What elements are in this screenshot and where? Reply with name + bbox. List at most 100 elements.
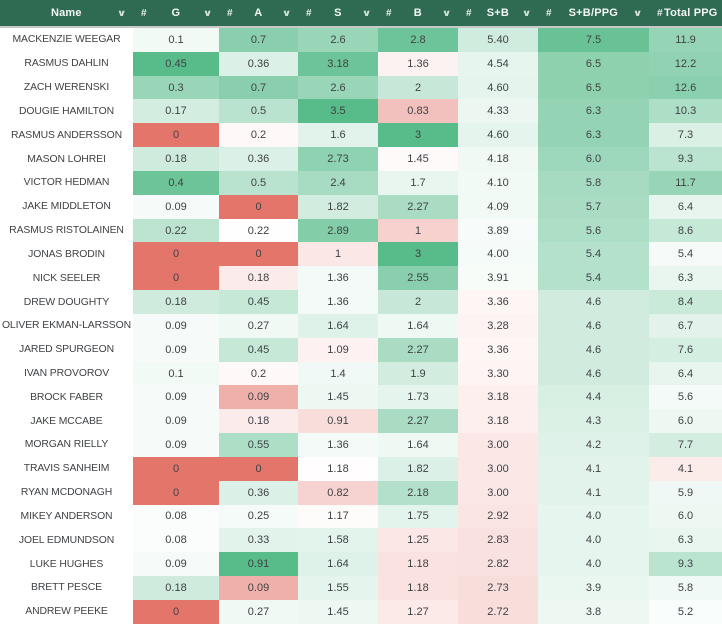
cell-a[interactable]: 0.5 <box>219 99 298 124</box>
player-name[interactable]: MASON LOHREI <box>0 147 133 171</box>
player-name[interactable]: TRAVIS SANHEIM <box>0 456 133 481</box>
cell-s[interactable]: 1.55 <box>298 576 378 600</box>
player-name[interactable]: LUKE HUGHES <box>0 552 133 577</box>
cell-sbppg[interactable]: 5.7 <box>538 194 649 219</box>
column-header-s[interactable]: # S ∨ <box>298 0 378 26</box>
cell-a[interactable]: 0.2 <box>219 361 298 386</box>
cell-a[interactable]: 0.45 <box>219 290 298 314</box>
cell-g[interactable]: 0.4 <box>133 170 219 195</box>
cell-g[interactable]: 0 <box>133 242 219 267</box>
cell-a[interactable]: 0.27 <box>219 313 298 338</box>
cell-s[interactable]: 1.36 <box>298 266 378 291</box>
cell-tppg[interactable]: 6.4 <box>649 194 722 219</box>
cell-sbppg[interactable]: 4.6 <box>538 290 649 314</box>
cell-g[interactable]: 0.45 <box>133 51 219 76</box>
cell-b[interactable]: 1.18 <box>378 576 458 600</box>
cell-a[interactable]: 0.7 <box>219 28 298 52</box>
player-name[interactable]: JOEL EDMUNDSON <box>0 528 133 553</box>
cell-sb[interactable]: 2.83 <box>458 528 538 553</box>
cell-b[interactable]: 2.27 <box>378 194 458 219</box>
cell-g[interactable]: 0.18 <box>133 290 219 314</box>
cell-sbppg[interactable]: 5.4 <box>538 266 649 291</box>
cell-b[interactable]: 1.64 <box>378 433 458 457</box>
cell-b[interactable]: 0.83 <box>378 99 458 124</box>
cell-g[interactable]: 0.3 <box>133 75 219 100</box>
cell-sb[interactable]: 3.91 <box>458 266 538 291</box>
player-name[interactable]: MORGAN RIELLY <box>0 433 133 457</box>
cell-b[interactable]: 1.73 <box>378 385 458 410</box>
cell-tppg[interactable]: 8.4 <box>649 290 722 314</box>
cell-a[interactable]: 0.55 <box>219 433 298 457</box>
cell-b[interactable]: 3 <box>378 123 458 148</box>
cell-a[interactable]: 0.2 <box>219 123 298 148</box>
cell-a[interactable]: 0.36 <box>219 480 298 505</box>
cell-a[interactable]: 0.09 <box>219 385 298 410</box>
cell-s[interactable]: 1.36 <box>298 433 378 457</box>
player-name[interactable]: NICK SEELER <box>0 266 133 291</box>
cell-s[interactable]: 1.64 <box>298 313 378 338</box>
cell-sbppg[interactable]: 4.6 <box>538 361 649 386</box>
cell-tppg[interactable]: 6.3 <box>649 266 722 291</box>
cell-sb[interactable]: 2.72 <box>458 599 538 624</box>
cell-b[interactable]: 1.25 <box>378 528 458 553</box>
cell-a[interactable]: 0 <box>219 456 298 481</box>
player-name[interactable]: RASMUS ANDERSSON <box>0 123 133 148</box>
cell-sbppg[interactable]: 4.0 <box>538 528 649 553</box>
cell-tppg[interactable]: 12.2 <box>649 51 722 76</box>
cell-tppg[interactable]: 6.3 <box>649 528 722 553</box>
player-name[interactable]: JAKE MCCABE <box>0 409 133 434</box>
cell-s[interactable]: 1.64 <box>298 552 378 577</box>
cell-g[interactable]: 0.09 <box>133 409 219 434</box>
cell-g[interactable]: 0 <box>133 480 219 505</box>
cell-s[interactable]: 2.4 <box>298 170 378 195</box>
cell-sb[interactable]: 3.36 <box>458 337 538 362</box>
cell-sb[interactable]: 4.54 <box>458 51 538 76</box>
cell-sb[interactable]: 3.18 <box>458 409 538 434</box>
cell-s[interactable]: 1.45 <box>298 385 378 410</box>
cell-b[interactable]: 1.75 <box>378 504 458 529</box>
cell-tppg[interactable]: 6.0 <box>649 409 722 434</box>
cell-s[interactable]: 1.17 <box>298 504 378 529</box>
cell-tppg[interactable]: 7.6 <box>649 337 722 362</box>
player-name[interactable]: DOUGIE HAMILTON <box>0 99 133 124</box>
cell-g[interactable]: 0 <box>133 123 219 148</box>
cell-sb[interactable]: 4.09 <box>458 194 538 219</box>
cell-sb[interactable]: 4.00 <box>458 242 538 267</box>
cell-a[interactable]: 0.91 <box>219 552 298 577</box>
player-name[interactable]: OLIVER EKMAN-LARSSON <box>0 313 133 338</box>
cell-s[interactable]: 2.6 <box>298 28 378 52</box>
cell-s[interactable]: 1.82 <box>298 194 378 219</box>
cell-b[interactable]: 1.64 <box>378 313 458 338</box>
cell-g[interactable]: 0.1 <box>133 28 219 52</box>
cell-a[interactable]: 0.36 <box>219 51 298 76</box>
cell-sb[interactable]: 3.30 <box>458 361 538 386</box>
cell-tppg[interactable]: 8.6 <box>649 218 722 243</box>
cell-sb[interactable]: 2.73 <box>458 576 538 600</box>
cell-s[interactable]: 1 <box>298 242 378 267</box>
cell-tppg[interactable]: 6.7 <box>649 313 722 338</box>
cell-tppg[interactable]: 6.4 <box>649 361 722 386</box>
cell-s[interactable]: 3.18 <box>298 51 378 76</box>
player-name[interactable]: VICTOR HEDMAN <box>0 170 133 195</box>
cell-g[interactable]: 0.18 <box>133 147 219 171</box>
cell-sbppg[interactable]: 6.3 <box>538 123 649 148</box>
cell-tppg[interactable]: 5.9 <box>649 480 722 505</box>
cell-s[interactable]: 1.45 <box>298 599 378 624</box>
cell-a[interactable]: 0.5 <box>219 170 298 195</box>
cell-sb[interactable]: 2.82 <box>458 552 538 577</box>
cell-g[interactable]: 0.09 <box>133 433 219 457</box>
chevron-down-icon[interactable]: ∨ <box>116 7 127 18</box>
cell-sbppg[interactable]: 5.4 <box>538 242 649 267</box>
column-header-name[interactable]: Name ∨ <box>0 0 133 26</box>
cell-sb[interactable]: 3.00 <box>458 480 538 505</box>
cell-sb[interactable]: 2.92 <box>458 504 538 529</box>
cell-a[interactable]: 0.18 <box>219 409 298 434</box>
cell-b[interactable]: 2.18 <box>378 480 458 505</box>
cell-g[interactable]: 0.08 <box>133 528 219 553</box>
player-name[interactable]: BRETT PESCE <box>0 576 133 600</box>
cell-sb[interactable]: 4.33 <box>458 99 538 124</box>
cell-g[interactable]: 0 <box>133 599 219 624</box>
cell-s[interactable]: 1.4 <box>298 361 378 386</box>
cell-sb[interactable]: 4.10 <box>458 170 538 195</box>
cell-b[interactable]: 1.82 <box>378 456 458 481</box>
